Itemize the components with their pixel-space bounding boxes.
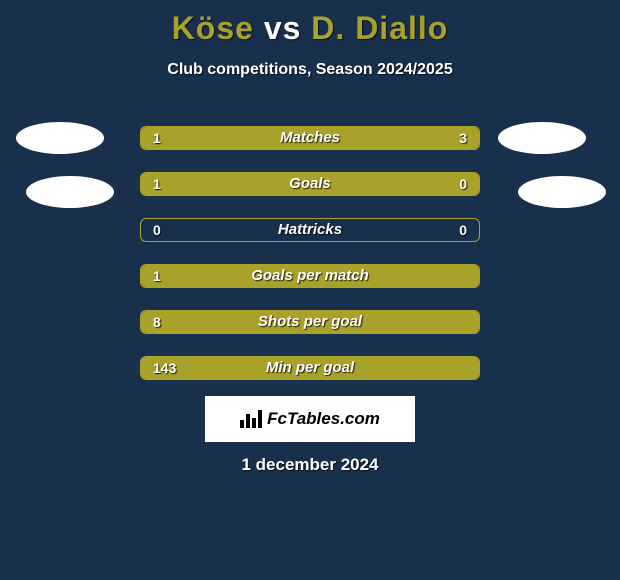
- player-marker: [16, 122, 104, 154]
- bar-chart-icon: [240, 410, 262, 428]
- metric-label: Min per goal: [141, 357, 479, 379]
- stat-row: 143Min per goal: [140, 356, 480, 380]
- metric-label: Shots per goal: [141, 311, 479, 333]
- stats-bars: 1Matches31Goals00Hattricks01Goals per ma…: [140, 126, 480, 402]
- player-marker: [498, 122, 586, 154]
- vs-label: vs: [264, 10, 302, 46]
- player2-name: D. Diallo: [311, 10, 448, 46]
- subtitle: Club competitions, Season 2024/2025: [0, 61, 620, 79]
- source-badge: FcTables.com: [205, 396, 415, 442]
- stat-row: 1Goals0: [140, 172, 480, 196]
- stat-row: 8Shots per goal: [140, 310, 480, 334]
- metric-label: Goals: [141, 173, 479, 195]
- stat-row: 0Hattricks0: [140, 218, 480, 242]
- right-value: 3: [459, 127, 467, 149]
- source-label: FcTables.com: [267, 409, 380, 429]
- metric-label: Matches: [141, 127, 479, 149]
- metric-label: Hattricks: [141, 219, 479, 241]
- right-value: 0: [459, 219, 467, 241]
- comparison-title: Köse vs D. Diallo: [0, 0, 620, 47]
- date-label: 1 december 2024: [0, 455, 620, 475]
- player1-name: Köse: [172, 10, 254, 46]
- player-marker: [26, 176, 114, 208]
- stat-row: 1Matches3: [140, 126, 480, 150]
- metric-label: Goals per match: [141, 265, 479, 287]
- right-value: 0: [459, 173, 467, 195]
- stat-row: 1Goals per match: [140, 264, 480, 288]
- player-marker: [518, 176, 606, 208]
